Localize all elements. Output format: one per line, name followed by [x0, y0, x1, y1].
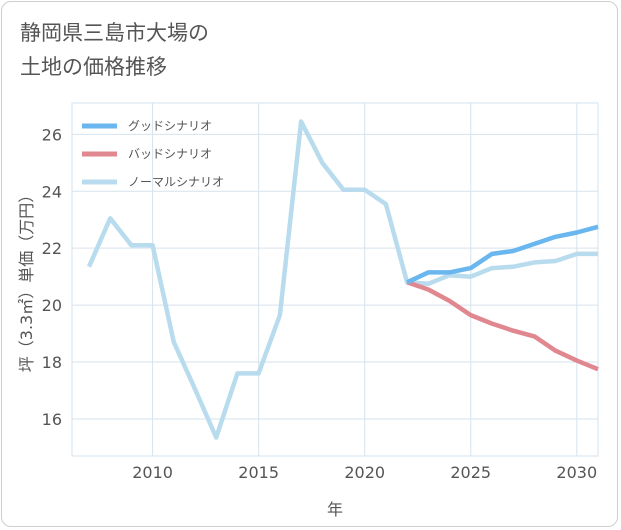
legend-label-3: ノーマルシナリオ: [128, 175, 224, 189]
x-tick-label-2010: 2010: [132, 463, 173, 482]
axes: 2010 2015 2020 2025 2030 16 18 20 22 24 26: [42, 125, 598, 482]
chart-title-line-1: 静岡県三島市大場の: [20, 21, 209, 45]
y-axis-label: 坪（3.3㎡）単価（万円）: [17, 187, 36, 372]
series-line-3: [86, 119, 598, 440]
series-line-2: [406, 280, 599, 372]
y-tick-label-24: 24: [42, 182, 62, 201]
x-tick-label-2020: 2020: [344, 463, 385, 482]
x-tick-label-2025: 2025: [450, 463, 491, 482]
y-tick-label-22: 22: [42, 239, 62, 258]
series-line-1: [406, 224, 599, 285]
y-tick-label-16: 16: [42, 410, 62, 429]
chart-title-line-2: 土地の価格推移: [20, 55, 167, 79]
x-tick-label-2030: 2030: [556, 463, 597, 482]
y-tick-label-20: 20: [42, 296, 62, 315]
y-tick-label-18: 18: [42, 353, 62, 372]
series-lines: [86, 119, 599, 440]
x-tick-label-2015: 2015: [238, 463, 279, 482]
chart-title: 静岡県三島市大場の 土地の価格推移: [20, 16, 420, 84]
legend-label-1: グッドシナリオ: [128, 119, 212, 133]
plot-frame: [71, 102, 599, 457]
x-axis-label: 年: [327, 500, 343, 519]
grid-lines: [71, 102, 599, 457]
y-tick-label-26: 26: [42, 125, 62, 144]
legend-label-2: バッドシナリオ: [128, 147, 212, 161]
